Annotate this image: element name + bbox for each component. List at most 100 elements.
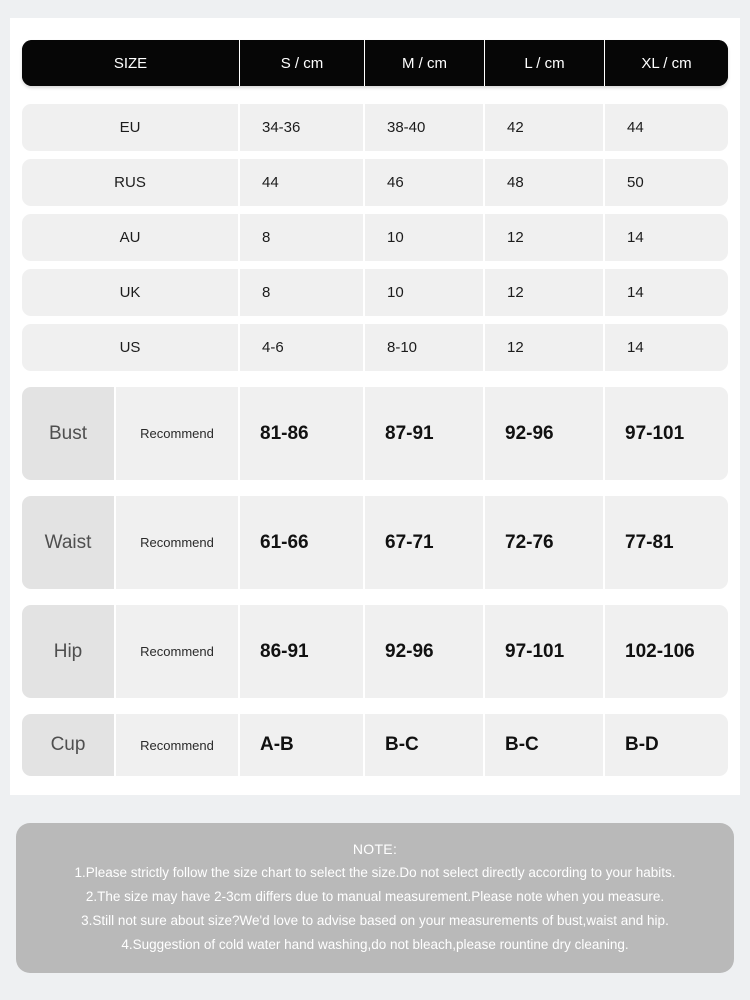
header-cell-s: S / cm bbox=[240, 40, 365, 86]
cell-xl: 14 bbox=[605, 269, 728, 316]
note-line-3: 3.Still not sure about size?We'd love to… bbox=[81, 913, 669, 928]
recommend-text: Recommend bbox=[140, 535, 214, 550]
measure-label: Bust bbox=[22, 387, 116, 480]
cell-value: 67-71 bbox=[385, 531, 434, 553]
measure-label-text: Cup bbox=[50, 734, 86, 755]
header-cell-size: SIZE bbox=[22, 40, 240, 86]
table-header-row: SIZE S / cm M / cm L / cm XL / cm bbox=[22, 40, 728, 86]
cell-s: 44 bbox=[240, 159, 365, 206]
cell-xl: 14 bbox=[605, 214, 728, 261]
cell-value: 42 bbox=[507, 119, 524, 136]
cell-value: 87-91 bbox=[385, 422, 434, 444]
table-row-us: US 4-6 8-10 12 14 bbox=[22, 324, 728, 371]
cell-l: B-C bbox=[485, 714, 605, 776]
cell-l: 92-96 bbox=[485, 387, 605, 480]
note-title: NOTE: bbox=[352, 841, 398, 857]
cell-m: 38-40 bbox=[365, 104, 485, 151]
cell-s: A-B bbox=[240, 714, 365, 776]
table-row-rus: RUS 44 46 48 50 bbox=[22, 159, 728, 206]
recommend-cell: Recommend bbox=[116, 387, 240, 480]
cell-xl: 97-101 bbox=[605, 387, 728, 480]
cell-s: 86-91 bbox=[240, 605, 365, 698]
cell-l: 12 bbox=[485, 214, 605, 261]
recommend-cell: Recommend bbox=[116, 605, 240, 698]
row-label-text: AU bbox=[119, 229, 141, 246]
cell-value: 81-86 bbox=[260, 422, 309, 444]
note-box: NOTE: 1.Please strictly follow the size … bbox=[16, 823, 734, 973]
header-label: M / cm bbox=[402, 54, 447, 72]
cell-value: 14 bbox=[627, 339, 644, 356]
cell-value: 102-106 bbox=[625, 640, 695, 662]
row-label: US bbox=[22, 324, 240, 371]
header-label: SIZE bbox=[113, 54, 148, 72]
cell-value: 8 bbox=[262, 284, 271, 301]
cell-m: 87-91 bbox=[365, 387, 485, 480]
cell-m: 46 bbox=[365, 159, 485, 206]
table-row-bust: Bust Recommend 81-86 87-91 92-96 97-101 bbox=[22, 387, 728, 480]
cell-value: 44 bbox=[262, 174, 279, 191]
cell-l: 72-76 bbox=[485, 496, 605, 589]
header-label: S / cm bbox=[280, 54, 324, 72]
measure-label: Waist bbox=[22, 496, 116, 589]
cell-value: B-D bbox=[625, 734, 659, 755]
row-label-text: US bbox=[119, 339, 141, 356]
row-label-text: UK bbox=[119, 284, 141, 301]
cell-value: 44 bbox=[627, 119, 644, 136]
cell-value: 61-66 bbox=[260, 531, 309, 553]
cell-value: 77-81 bbox=[625, 531, 674, 553]
table-row-hip: Hip Recommend 86-91 92-96 97-101 102-106 bbox=[22, 605, 728, 698]
cell-xl: 14 bbox=[605, 324, 728, 371]
row-label: EU bbox=[22, 104, 240, 151]
measure-label-text: Hip bbox=[53, 640, 83, 662]
cell-l: 48 bbox=[485, 159, 605, 206]
cell-m: 10 bbox=[365, 214, 485, 261]
table-row-cup: Cup Recommend A-B B-C B-C B-D bbox=[22, 714, 728, 776]
cell-value: 48 bbox=[507, 174, 524, 191]
cell-value: 38-40 bbox=[387, 119, 426, 136]
header-cell-xl: XL / cm bbox=[605, 40, 728, 86]
cell-xl: 50 bbox=[605, 159, 728, 206]
table-row-waist: Waist Recommend 61-66 67-71 72-76 77-81 bbox=[22, 496, 728, 589]
size-chart-card: SIZE S / cm M / cm L / cm XL / cm EU 34-… bbox=[10, 18, 740, 795]
recommend-cell: Recommend bbox=[116, 714, 240, 776]
cell-value: 72-76 bbox=[505, 531, 554, 553]
cell-l: 12 bbox=[485, 324, 605, 371]
cell-xl: 44 bbox=[605, 104, 728, 151]
cell-value: 4-6 bbox=[262, 339, 284, 356]
table-row-au: AU 8 10 12 14 bbox=[22, 214, 728, 261]
cell-value: B-C bbox=[505, 734, 539, 755]
cell-value: 12 bbox=[507, 339, 524, 356]
cell-value: 86-91 bbox=[260, 640, 309, 662]
cell-xl: 77-81 bbox=[605, 496, 728, 589]
measure-label: Cup bbox=[22, 714, 116, 776]
cell-s: 8 bbox=[240, 269, 365, 316]
cell-value: 8 bbox=[262, 229, 271, 246]
recommend-text: Recommend bbox=[140, 426, 214, 441]
cell-value: 14 bbox=[627, 229, 644, 246]
cell-m: 67-71 bbox=[365, 496, 485, 589]
header-cell-m: M / cm bbox=[365, 40, 485, 86]
cell-value: 50 bbox=[627, 174, 644, 191]
cell-m: 92-96 bbox=[365, 605, 485, 698]
cell-m: 10 bbox=[365, 269, 485, 316]
cell-value: 12 bbox=[507, 284, 524, 301]
recommend-cell: Recommend bbox=[116, 496, 240, 589]
measure-label-text: Bust bbox=[48, 422, 88, 444]
row-label: AU bbox=[22, 214, 240, 261]
cell-value: 97-101 bbox=[505, 640, 565, 662]
recommend-text: Recommend bbox=[140, 644, 214, 659]
cell-value: 14 bbox=[627, 284, 644, 301]
measure-label-text: Waist bbox=[44, 531, 92, 553]
recommend-text: Recommend bbox=[140, 737, 214, 753]
cell-value: 10 bbox=[387, 229, 404, 246]
row-label-text: RUS bbox=[114, 174, 146, 191]
header-label: L / cm bbox=[524, 54, 565, 72]
note-line-4: 4.Suggestion of cold water hand washing,… bbox=[121, 937, 629, 952]
cell-value: A-B bbox=[260, 734, 294, 755]
cell-m: B-C bbox=[365, 714, 485, 776]
header-label: XL / cm bbox=[641, 54, 692, 72]
cell-value: 10 bbox=[387, 284, 404, 301]
cell-s: 81-86 bbox=[240, 387, 365, 480]
cell-xl: B-D bbox=[605, 714, 728, 776]
